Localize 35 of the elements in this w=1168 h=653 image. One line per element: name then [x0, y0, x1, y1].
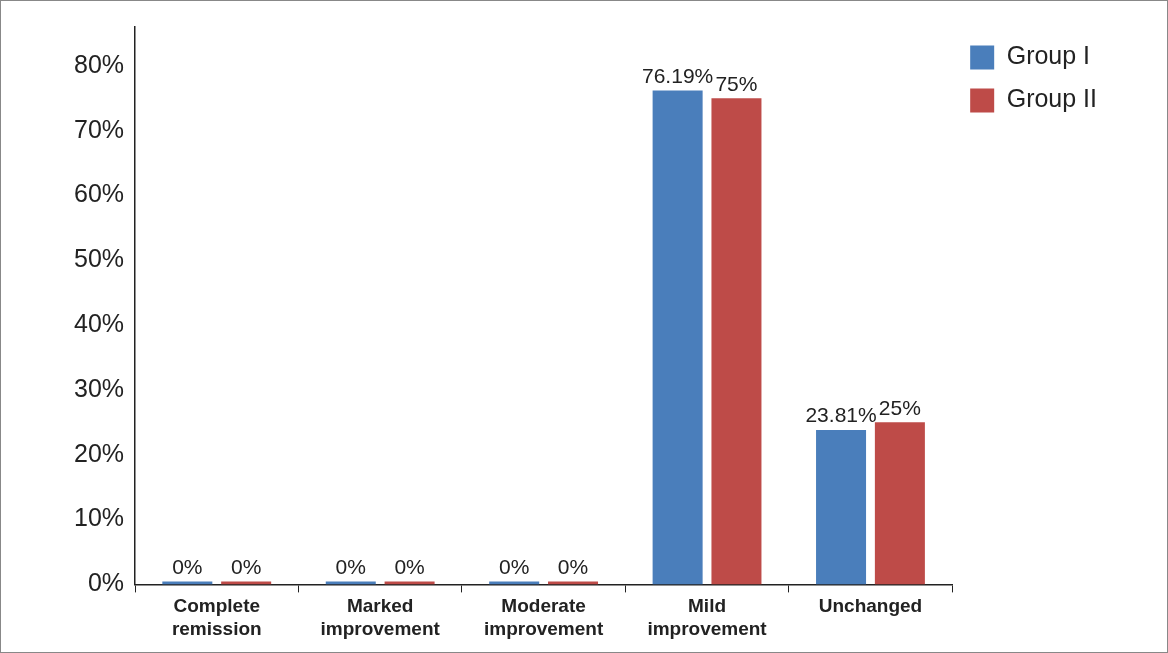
y-tick-label: 80%	[73, 49, 125, 78]
y-tick-label: 70%	[73, 114, 125, 143]
data-label: 75%	[715, 71, 758, 95]
x-tick-label: Marked improvement	[320, 595, 441, 639]
x-tick-label: Unchanged	[818, 595, 923, 617]
bar	[711, 98, 762, 585]
legend-label: Group I	[1006, 41, 1091, 70]
data-label: 25%	[878, 395, 921, 419]
y-tick-label: 40%	[73, 309, 125, 338]
y-tick-label: 50%	[73, 244, 125, 273]
x-tick-label: Mild improvement	[647, 595, 768, 639]
x-tick-label: Complete remission	[171, 595, 262, 639]
y-tick-label: 30%	[73, 373, 125, 402]
bar	[489, 581, 540, 585]
bar	[652, 90, 703, 585]
data-label: 23.81%	[805, 403, 877, 427]
data-label: 0%	[172, 554, 203, 578]
data-label: 0%	[230, 554, 262, 578]
bar	[325, 581, 376, 585]
y-tick-label: 10%	[73, 503, 125, 532]
data-label: 76.19%	[642, 63, 714, 87]
data-label: 0%	[394, 554, 425, 578]
bar	[548, 581, 599, 585]
data-label: 0%	[499, 554, 530, 578]
data-label: 0%	[335, 554, 366, 578]
y-tick-label: 20%	[73, 438, 125, 467]
x-tick-label: Moderate improvement	[483, 595, 604, 639]
legend-label: Group II	[1006, 84, 1098, 113]
y-tick-label: 0%	[87, 568, 125, 597]
bar	[874, 422, 925, 585]
data-label: 0%	[557, 554, 589, 578]
bar	[162, 581, 213, 585]
y-tick-label: 60%	[73, 179, 125, 208]
bar	[221, 581, 272, 585]
bar	[384, 581, 435, 585]
